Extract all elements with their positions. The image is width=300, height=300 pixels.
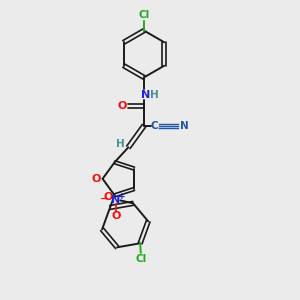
- Text: N: N: [111, 195, 121, 206]
- Text: C: C: [150, 121, 158, 131]
- Text: H: H: [149, 90, 158, 100]
- Text: Cl: Cl: [138, 10, 150, 20]
- Text: +: +: [118, 192, 126, 201]
- Text: Cl: Cl: [135, 254, 146, 264]
- Text: N: N: [180, 121, 189, 131]
- Text: O: O: [91, 174, 101, 184]
- Text: −: −: [100, 194, 109, 204]
- Text: O: O: [117, 101, 127, 111]
- Text: N: N: [141, 90, 150, 100]
- Text: H: H: [116, 139, 124, 149]
- Text: O: O: [103, 192, 113, 202]
- Text: O: O: [111, 211, 121, 221]
